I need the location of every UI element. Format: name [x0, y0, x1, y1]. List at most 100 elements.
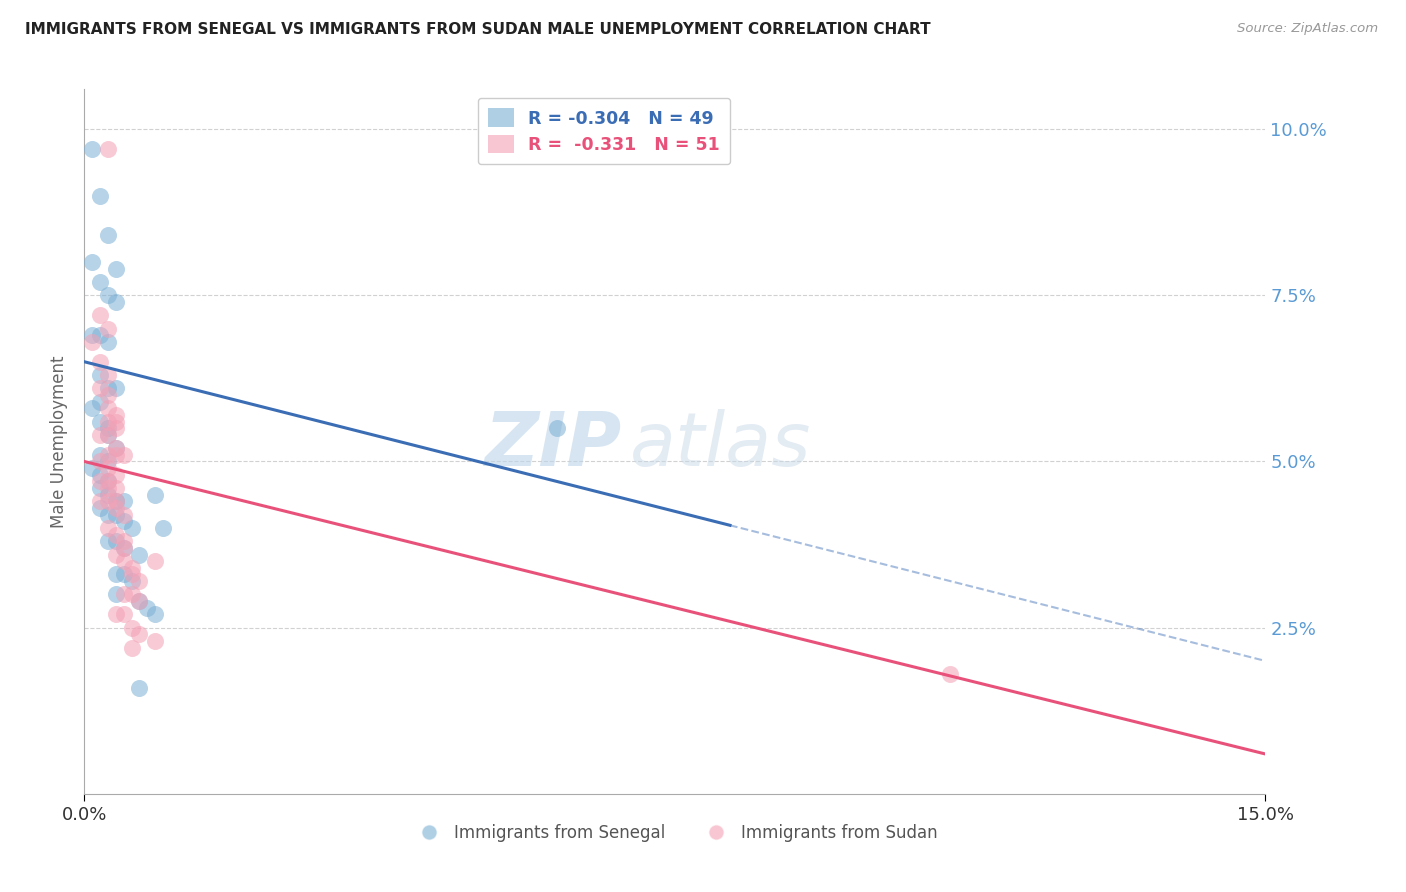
Point — [97, 475, 120, 489]
Point — [152, 521, 174, 535]
Point — [97, 448, 120, 462]
Point — [128, 574, 150, 589]
Point — [89, 494, 111, 508]
Point — [112, 494, 135, 508]
Point — [104, 261, 127, 276]
Point — [104, 441, 127, 455]
Text: Source: ZipAtlas.com: Source: ZipAtlas.com — [1237, 22, 1378, 36]
Point — [89, 308, 111, 322]
Point — [104, 467, 127, 482]
Point — [89, 415, 111, 429]
Point — [104, 607, 127, 622]
Point — [128, 681, 150, 695]
Point — [89, 188, 111, 202]
Point — [97, 321, 120, 335]
Point — [546, 421, 568, 435]
Point — [82, 461, 104, 475]
Point — [89, 501, 111, 516]
Point — [104, 494, 127, 508]
Point — [143, 488, 166, 502]
Point — [121, 640, 143, 655]
Point — [97, 534, 120, 549]
Point — [104, 441, 127, 455]
Point — [89, 448, 111, 462]
Point — [82, 255, 104, 269]
Point — [97, 368, 120, 382]
Y-axis label: Male Unemployment: Male Unemployment — [51, 355, 69, 528]
Point — [89, 381, 111, 395]
Point — [128, 548, 150, 562]
Point — [89, 481, 111, 495]
Point — [112, 607, 135, 622]
Point — [104, 294, 127, 309]
Point — [97, 521, 120, 535]
Point — [97, 481, 120, 495]
Point — [97, 494, 120, 508]
Point — [97, 288, 120, 302]
Point — [97, 454, 120, 468]
Point — [82, 328, 104, 343]
Point — [97, 415, 120, 429]
Point — [136, 600, 159, 615]
Point — [97, 428, 120, 442]
Point — [121, 587, 143, 601]
Point — [82, 401, 104, 416]
Point — [112, 567, 135, 582]
Point — [112, 587, 135, 601]
Text: atlas: atlas — [630, 409, 811, 481]
Point — [112, 541, 135, 555]
Point — [112, 534, 135, 549]
Point — [143, 634, 166, 648]
Point — [97, 475, 120, 489]
Point — [112, 448, 135, 462]
Point — [97, 461, 120, 475]
Text: ZIP: ZIP — [485, 409, 621, 482]
Point — [104, 527, 127, 541]
Point — [82, 142, 104, 156]
Point — [97, 334, 120, 349]
Point — [89, 275, 111, 289]
Point — [82, 334, 104, 349]
Point — [104, 501, 127, 516]
Point — [104, 408, 127, 422]
Point — [89, 475, 111, 489]
Point — [128, 594, 150, 608]
Point — [939, 667, 962, 681]
Point — [121, 574, 143, 589]
Point — [89, 328, 111, 343]
Point — [104, 567, 127, 582]
Point — [104, 508, 127, 522]
Point — [128, 627, 150, 641]
Point — [104, 534, 127, 549]
Point — [97, 421, 120, 435]
Text: IMMIGRANTS FROM SENEGAL VS IMMIGRANTS FROM SUDAN MALE UNEMPLOYMENT CORRELATION C: IMMIGRANTS FROM SENEGAL VS IMMIGRANTS FR… — [25, 22, 931, 37]
Point — [121, 561, 143, 575]
Point — [89, 428, 111, 442]
Point — [112, 554, 135, 568]
Point — [112, 508, 135, 522]
Point — [121, 521, 143, 535]
Point — [128, 594, 150, 608]
Point — [104, 481, 127, 495]
Legend: Immigrants from Senegal, Immigrants from Sudan: Immigrants from Senegal, Immigrants from… — [406, 818, 943, 849]
Point — [97, 228, 120, 243]
Point — [104, 448, 127, 462]
Point — [89, 467, 111, 482]
Point — [97, 488, 120, 502]
Point — [112, 514, 135, 528]
Point — [97, 381, 120, 395]
Point — [104, 587, 127, 601]
Point — [121, 621, 143, 635]
Point — [97, 428, 120, 442]
Point — [143, 554, 166, 568]
Point — [97, 508, 120, 522]
Point — [97, 388, 120, 402]
Point — [89, 454, 111, 468]
Point — [104, 381, 127, 395]
Point — [97, 401, 120, 416]
Point — [89, 368, 111, 382]
Point — [104, 421, 127, 435]
Point — [121, 567, 143, 582]
Point — [112, 541, 135, 555]
Point — [89, 394, 111, 409]
